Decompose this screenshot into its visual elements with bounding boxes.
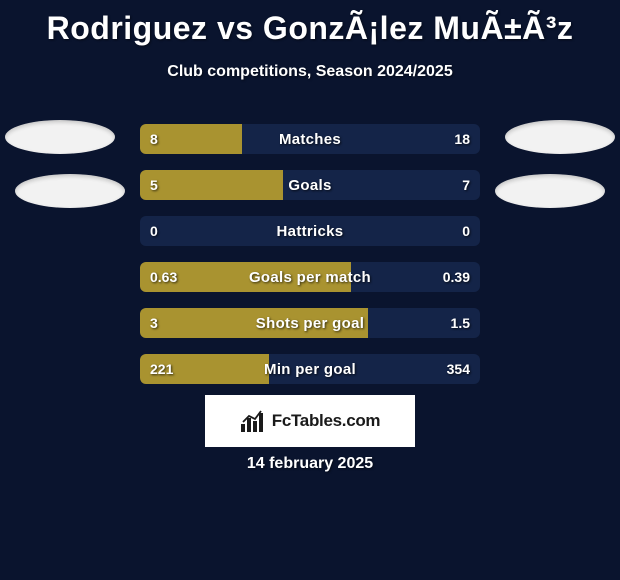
player-left-avatar: [5, 120, 115, 154]
bar-value-left: 5: [140, 170, 168, 200]
bar-value-right: 0.39: [433, 262, 480, 292]
player-right-avatar: [505, 120, 615, 154]
bar-label: Matches: [140, 124, 480, 154]
bar-label: Goals: [140, 170, 480, 200]
bar-value-right: 7: [452, 170, 480, 200]
bar-value-left: 8: [140, 124, 168, 154]
bar-value-right: 0: [452, 216, 480, 246]
bar-row: Min per goal221 354: [140, 354, 480, 384]
page-subtitle: Club competitions, Season 2024/2025: [0, 63, 620, 81]
comparison-bars: Matches8 18 Goals5 7 Hattricks0 0 Goals per ma…: [140, 124, 480, 400]
bar-row: Goals per match0.63 0.39: [140, 262, 480, 292]
bar-value-right: 18: [444, 124, 480, 154]
date-text: 14 february 2025: [0, 455, 620, 473]
logo-box: FcTables.com: [205, 395, 415, 447]
player-right-avatar-2: [495, 174, 605, 208]
bar-label: Hattricks: [140, 216, 480, 246]
bar-row: Matches8 18: [140, 124, 480, 154]
bar-label: Min per goal: [140, 354, 480, 384]
bar-label: Shots per goal: [140, 308, 480, 338]
bar-value-left: 0: [140, 216, 168, 246]
bar-value-left: 3: [140, 308, 168, 338]
page-title: Rodriguez vs GonzÃ¡lez MuÃ±Ã³z: [0, 0, 620, 47]
player-left-avatar-2: [15, 174, 125, 208]
bar-value-left: 0.63: [140, 262, 187, 292]
bars-icon: [240, 410, 266, 432]
bar-value-right: 1.5: [441, 308, 480, 338]
bar-row: Hattricks0 0: [140, 216, 480, 246]
bar-value-left: 221: [140, 354, 183, 384]
bar-label: Goals per match: [140, 262, 480, 292]
bar-value-right: 354: [437, 354, 480, 384]
bar-row: Goals5 7: [140, 170, 480, 200]
bar-row: Shots per goal3 1.5: [140, 308, 480, 338]
logo-text: FcTables.com: [272, 411, 381, 431]
